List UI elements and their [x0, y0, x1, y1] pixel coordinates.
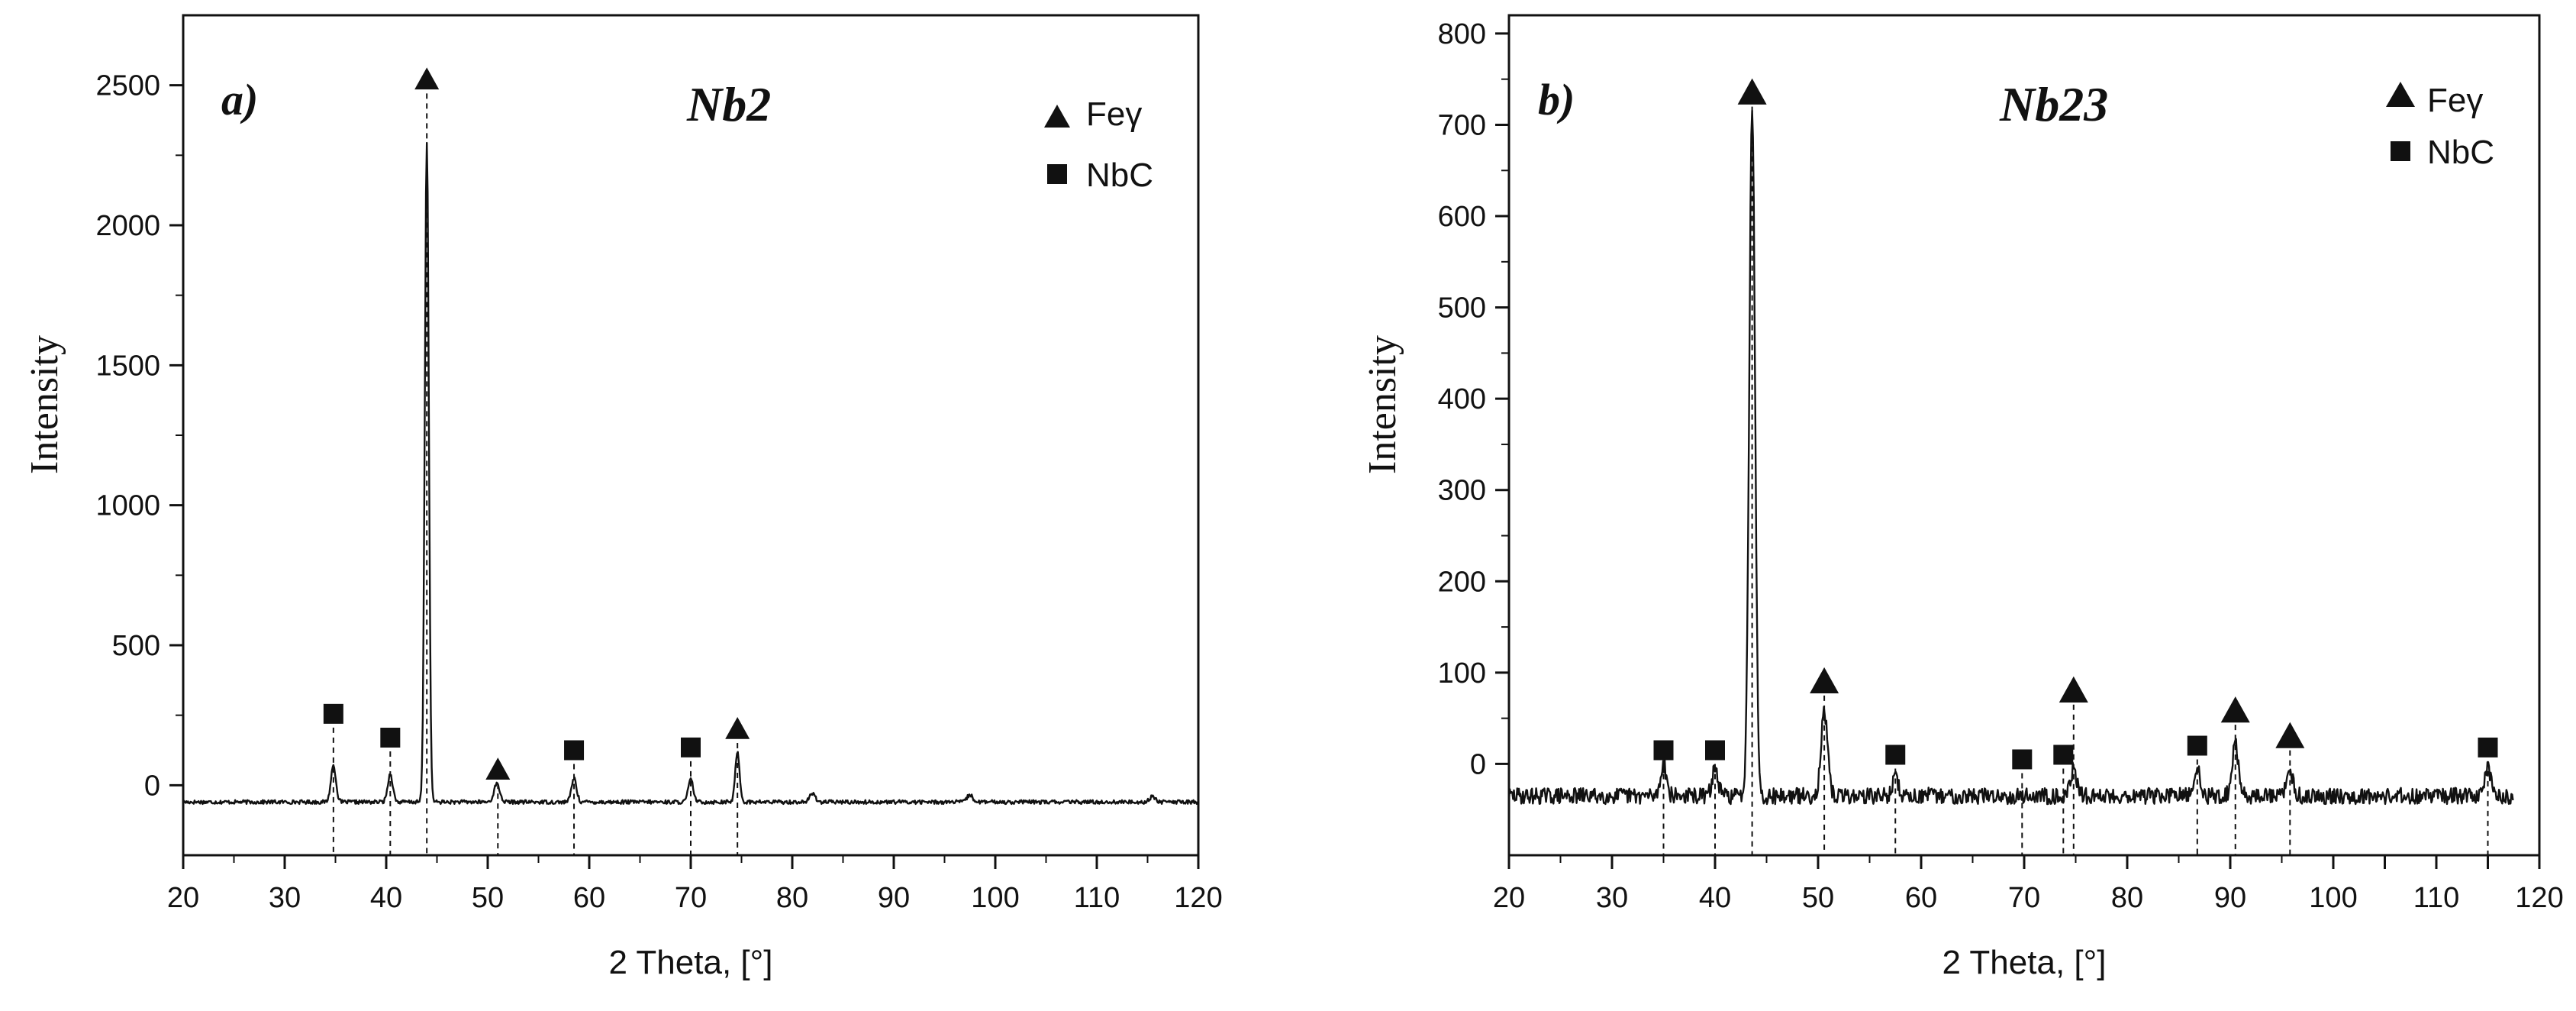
sample-title: Nb23: [1999, 77, 2108, 131]
chart-panel-b: Intensity 2 Theta, [°] 20 30 40 50 60 70 80 90 1…: [1361, 14, 2564, 981]
plot-frame: [1507, 14, 2541, 857]
x-tick-label: 110: [1074, 882, 1120, 914]
x-tick-label: 30: [269, 882, 301, 914]
diffraction-series-line: [182, 141, 1200, 806]
chart-panel-a: Intensity 2 Theta, [°] 20 30 40 50 60 70 80 90 1…: [23, 14, 1223, 981]
y-tick-label: 700: [1438, 109, 1486, 141]
x-tick-label: 50: [1802, 882, 1834, 914]
x-tick-label: 100: [2309, 882, 2357, 914]
nbc-marker: [2187, 735, 2207, 756]
fe-gamma-marker: [1737, 78, 1767, 105]
y-axis-label: Intensity: [23, 335, 66, 474]
x-axis-label: 2 Theta, [°]: [1942, 944, 2107, 981]
y-tick-label: 0: [144, 770, 160, 802]
fe-gamma-marker: [2275, 722, 2305, 748]
nbc-marker: [2053, 745, 2074, 765]
nbc-marker: [564, 740, 585, 761]
y-tick-label: 500: [1438, 292, 1486, 325]
legend: Feγ NbC: [2386, 82, 2494, 171]
plot-frame: [182, 14, 1200, 857]
x-tick-label: 70: [675, 882, 707, 914]
fe-gamma-marker: [725, 717, 750, 739]
y-tick-label: 100: [1438, 657, 1486, 690]
x-tick-label: 60: [1905, 882, 1937, 914]
legend-square-marker: [2391, 141, 2410, 161]
x-tick-label: 90: [878, 882, 910, 914]
x-tick-label: 120: [2515, 882, 2563, 914]
fe-gamma-marker: [2059, 676, 2088, 703]
nbc-marker: [1705, 740, 1725, 761]
x-tick-label: 100: [971, 882, 1019, 914]
fe-gamma-marker: [1810, 667, 1839, 694]
y-tick-label: 1000: [95, 490, 160, 522]
legend-square-marker: [1047, 164, 1067, 184]
x-tick-label: 120: [1174, 882, 1222, 914]
fe-gamma-marker: [414, 67, 440, 90]
legend: Feγ NbC: [1044, 95, 1153, 194]
panel-label: b): [1538, 75, 1575, 124]
x-tick-label: 90: [2214, 882, 2246, 914]
y-tick-label: 2000: [95, 210, 160, 242]
nbc-marker: [323, 703, 343, 724]
legend-label-fe: Feγ: [1086, 95, 1142, 133]
legend-triangle-marker: [1044, 105, 1070, 128]
y-tick-label: 0: [1470, 748, 1486, 780]
x-tick-label: 50: [472, 882, 504, 914]
y-tick-label: 400: [1438, 383, 1486, 415]
x-tick-label: 40: [1699, 882, 1731, 914]
nbc-marker: [681, 737, 701, 757]
x-tick-label: 20: [167, 882, 199, 914]
panel-label: a): [221, 75, 258, 124]
fe-gamma-marker: [2220, 696, 2250, 723]
y-tick-label: 600: [1438, 201, 1486, 233]
y-tick-label: 300: [1438, 475, 1486, 507]
nbc-marker: [1653, 740, 1674, 761]
legend-label-nbc: NbC: [2427, 134, 2494, 171]
legend-label-nbc: NbC: [1086, 157, 1153, 194]
x-tick-label: 110: [2413, 882, 2460, 914]
x-tick-label: 20: [1493, 882, 1525, 914]
legend-label-fe: Feγ: [2427, 82, 2483, 119]
y-tick-label: 200: [1438, 566, 1486, 598]
x-tick-label: 70: [2008, 882, 2040, 914]
x-axis-label: 2 Theta, [°]: [609, 944, 773, 981]
x-tick-label: 80: [776, 882, 808, 914]
x-tick-label: 60: [573, 882, 605, 914]
sample-title: Nb2: [686, 77, 771, 131]
nbc-marker: [2012, 749, 2033, 770]
fe-gamma-marker: [485, 757, 511, 780]
legend-triangle-marker: [2386, 82, 2415, 107]
y-tick-label: 500: [112, 630, 160, 662]
diffraction-series-line: [1507, 109, 2514, 806]
nbc-marker: [380, 728, 401, 748]
y-tick-label: 1500: [95, 350, 160, 382]
nbc-marker: [1885, 745, 1906, 765]
y-tick-label: 800: [1438, 18, 1486, 50]
y-axis-label: Intensity: [1361, 335, 1404, 474]
x-tick-label: 40: [370, 882, 402, 914]
x-tick-label: 80: [2111, 882, 2143, 914]
nbc-marker: [2478, 737, 2498, 757]
y-tick-label: 2500: [95, 70, 160, 102]
x-tick-label: 30: [1596, 882, 1628, 914]
